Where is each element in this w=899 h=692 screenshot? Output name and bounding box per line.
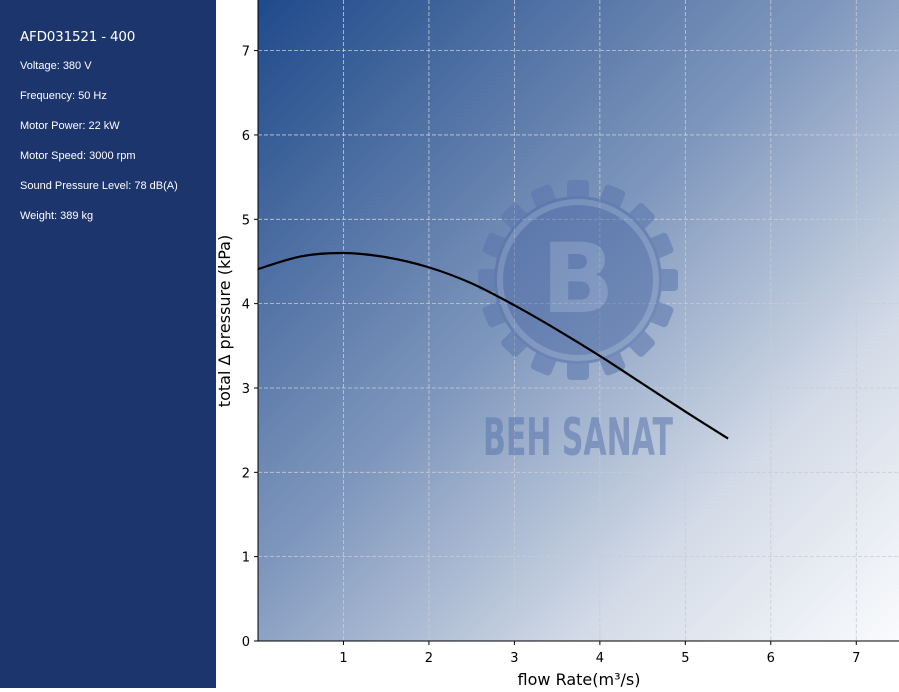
y-tick-label: 6 — [242, 129, 250, 144]
performance-chart: B BEH SANAT 1 2 3 4 5 6 7 0 1 2 3 4 5 6 7 flow Rate(m… — [215, 0, 899, 689]
performance-curve — [257, 251, 729, 440]
x-tick-label: 2 — [425, 651, 433, 666]
y-ticks: 0 1 2 3 4 5 6 7 — [242, 45, 258, 650]
chart-area: B BEH SANAT 1 2 3 4 5 6 7 0 1 2 3 4 5 6 7 flow Rate(m… — [215, 0, 899, 689]
y-tick-label: 2 — [242, 466, 250, 481]
y-axis-label: total Δ pressure (kPa) — [216, 235, 234, 407]
model-title: AFD031521 - 400 — [20, 29, 136, 45]
series-layer — [257, 251, 729, 440]
x-tick-label: 5 — [681, 651, 689, 666]
watermark-letter: B — [541, 223, 614, 335]
sidebar: AFD031521 - 400 Voltage: 380 V Frequency… — [0, 0, 216, 688]
y-tick-label: 7 — [242, 45, 250, 60]
spec-motor-power: Motor Power: 22 kW — [20, 120, 120, 132]
watermark-text: BEH SANAT — [483, 408, 673, 468]
x-tick-label: 3 — [510, 651, 518, 666]
x-tick-label: 4 — [596, 651, 604, 666]
spec-weight: Weight: 389 kg — [20, 210, 94, 222]
y-tick-label: 5 — [242, 213, 250, 228]
watermark-logo: B BEH SANAT — [478, 180, 678, 468]
y-tick-label: 4 — [242, 298, 250, 313]
spec-frequency: Frequency: 50 Hz — [20, 90, 107, 102]
y-tick-label: 0 — [242, 635, 250, 650]
x-tick-label: 1 — [339, 651, 347, 666]
spec-sound-pressure: Sound Pressure Level: 78 dB(A) — [20, 180, 178, 192]
y-tick-label: 3 — [242, 382, 250, 397]
y-tick-label: 1 — [242, 551, 250, 566]
x-ticks: 1 2 3 4 5 6 7 — [339, 641, 860, 666]
x-tick-label: 6 — [767, 651, 775, 666]
axes — [257, 0, 899, 642]
x-axis-label: flow Rate(m³/s) — [518, 670, 641, 688]
x-tick-label: 7 — [852, 651, 860, 666]
spec-motor-speed: Motor Speed: 3000 rpm — [20, 150, 136, 162]
spec-voltage: Voltage: 380 V — [20, 60, 92, 72]
